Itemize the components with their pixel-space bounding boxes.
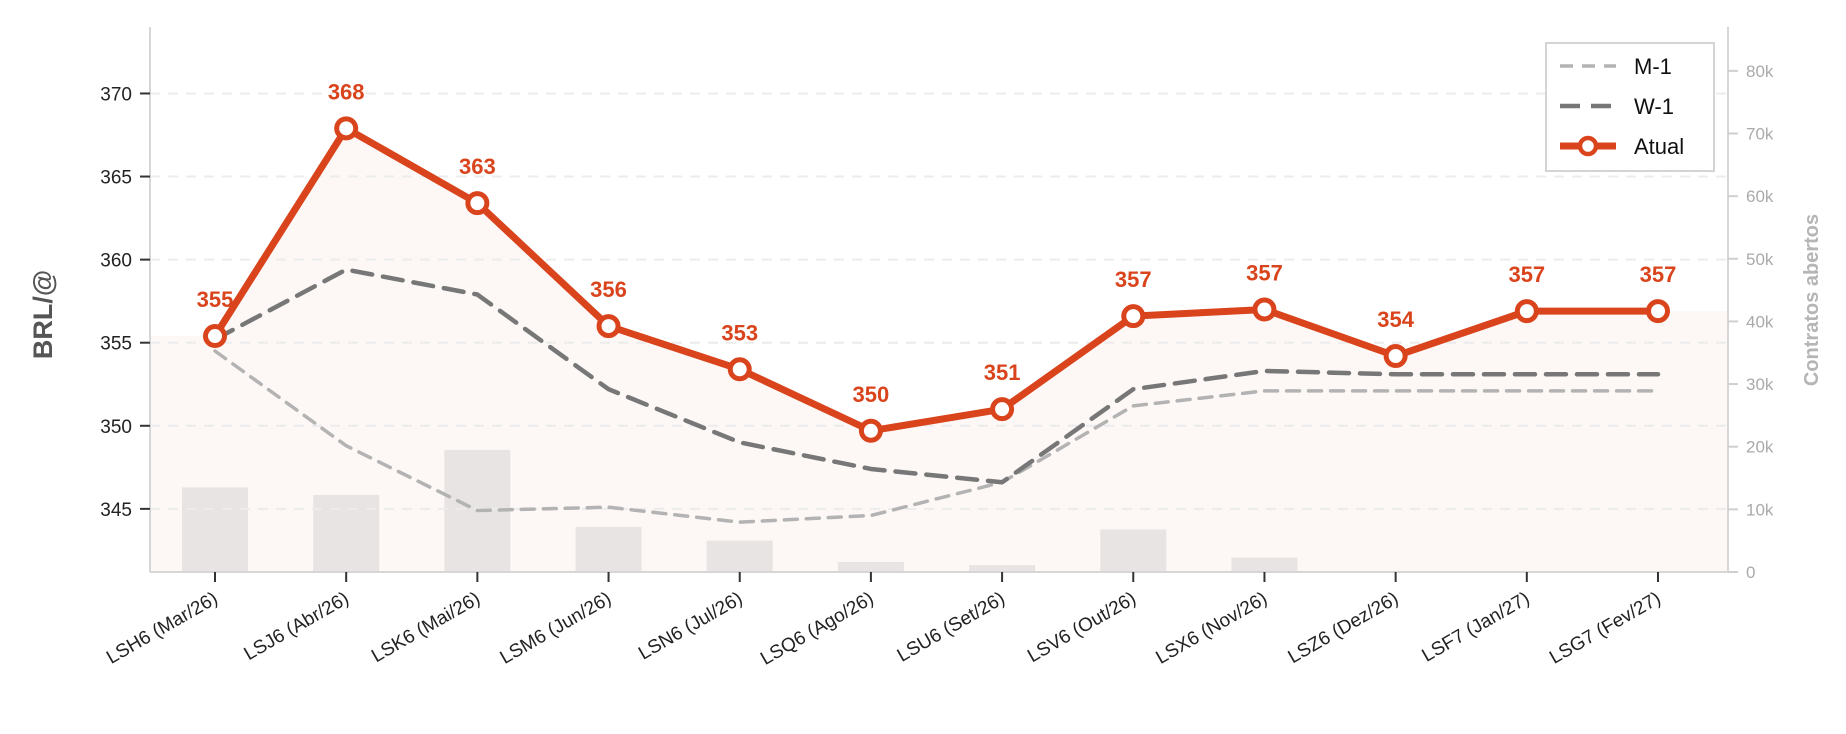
area-fill-layer [150,128,1728,573]
x-tick-label: LSF7 (Jan/27) [1419,588,1534,666]
x-tick-label: LSV6 (Out/26) [1024,588,1140,667]
data-label: 353 [721,320,758,345]
open-interest-bar [837,561,904,572]
x-tick-label: LSZ6 (Dez/26) [1285,588,1402,668]
y-right-tick-label: 50k [1746,250,1774,269]
y-right-tick-label: 60k [1746,187,1774,206]
data-point-marker [596,314,621,339]
data-label: 357 [1640,262,1677,287]
y-right-tick-label: 80k [1746,62,1774,81]
open-interest-bar [313,494,380,572]
data-point-marker [465,191,490,216]
legend-label-atual: Atual [1634,134,1684,159]
data-labels: 355 368 363 356 353 350 351 357 357 354 357 357 [197,79,1677,406]
y-tick-label: 345 [100,500,132,521]
open-interest-bar [1231,557,1298,572]
x-tick-label: LSM6 (Jun/26) [497,588,615,668]
data-point-marker [1383,343,1408,368]
open-interest-bar [575,526,642,572]
x-tick-label: LSG7 (Fev/27) [1546,588,1664,668]
data-point-marker [334,116,359,141]
legend-label-w-1: W-1 [1634,94,1674,119]
open-interest-bar [706,540,773,572]
data-label: 350 [853,382,890,407]
y-axis-title: BRL/@ [28,270,58,359]
legend-label-m-1: M-1 [1634,54,1672,79]
x-tick-label: LSU6 (Set/26) [894,588,1009,666]
x-tick-label: LSX6 (Nov/26) [1153,588,1271,668]
x-tick-label: LSK6 (Mai/26) [368,588,484,667]
x-tick-label: LSQ6 (Ago/26) [757,588,877,670]
y-right-tick-label: 0 [1746,563,1755,582]
x-tick-label: LSN6 (Jul/26) [635,588,746,664]
data-label: 363 [459,154,496,179]
series-markers [203,116,1670,443]
legend-marker [1577,135,1599,157]
data-label: 357 [1246,260,1283,285]
grid-lines [150,92,1728,510]
data-label: 368 [328,79,365,104]
y-right-tick-label: 10k [1746,500,1774,519]
x-tick-label: LSJ6 (Abr/26) [241,588,353,665]
y-tick-label: 350 [100,417,132,438]
y-right-tick-label: 30k [1746,375,1774,394]
data-point-marker [1252,297,1277,322]
y-tick-label: 365 [100,168,132,189]
series-line-w-1 [212,267,1661,485]
series-lines [211,124,1662,524]
legend: M-1 W-1 Atual [1545,42,1715,172]
data-point-marker [1514,299,1539,324]
open-interest-bars [182,449,1298,572]
data-label: 355 [197,287,234,312]
area-fill [150,128,1728,573]
y-tick-label: 370 [100,84,132,105]
open-interest-bar [182,487,248,572]
series-line-m-1 [213,349,1660,524]
open-interest-bar [969,565,1036,572]
data-label: 356 [590,277,627,302]
x-tick-label: LSH6 (Mar/26) [103,588,221,668]
data-point-marker [858,418,883,443]
y-right-tick-label: 70k [1746,124,1774,143]
series-line-atual [211,124,1662,435]
data-label: 357 [1508,262,1545,287]
y-tick-label: 360 [100,251,132,272]
y-tick-label: 355 [100,334,132,355]
y-right-axis-title: Contratos abertos [1801,214,1823,386]
data-label: 351 [984,360,1021,385]
data-point-marker [727,357,752,382]
data-point-marker [1646,299,1670,324]
y-right-tick-label: 20k [1746,438,1774,457]
data-point-marker [990,397,1015,422]
open-interest-bar [1100,529,1167,572]
data-point-marker [1121,304,1146,329]
data-label: 357 [1115,267,1152,292]
y-right-tick-label: 40k [1746,312,1774,331]
data-label: 354 [1377,307,1414,332]
data-point-marker [203,324,227,349]
